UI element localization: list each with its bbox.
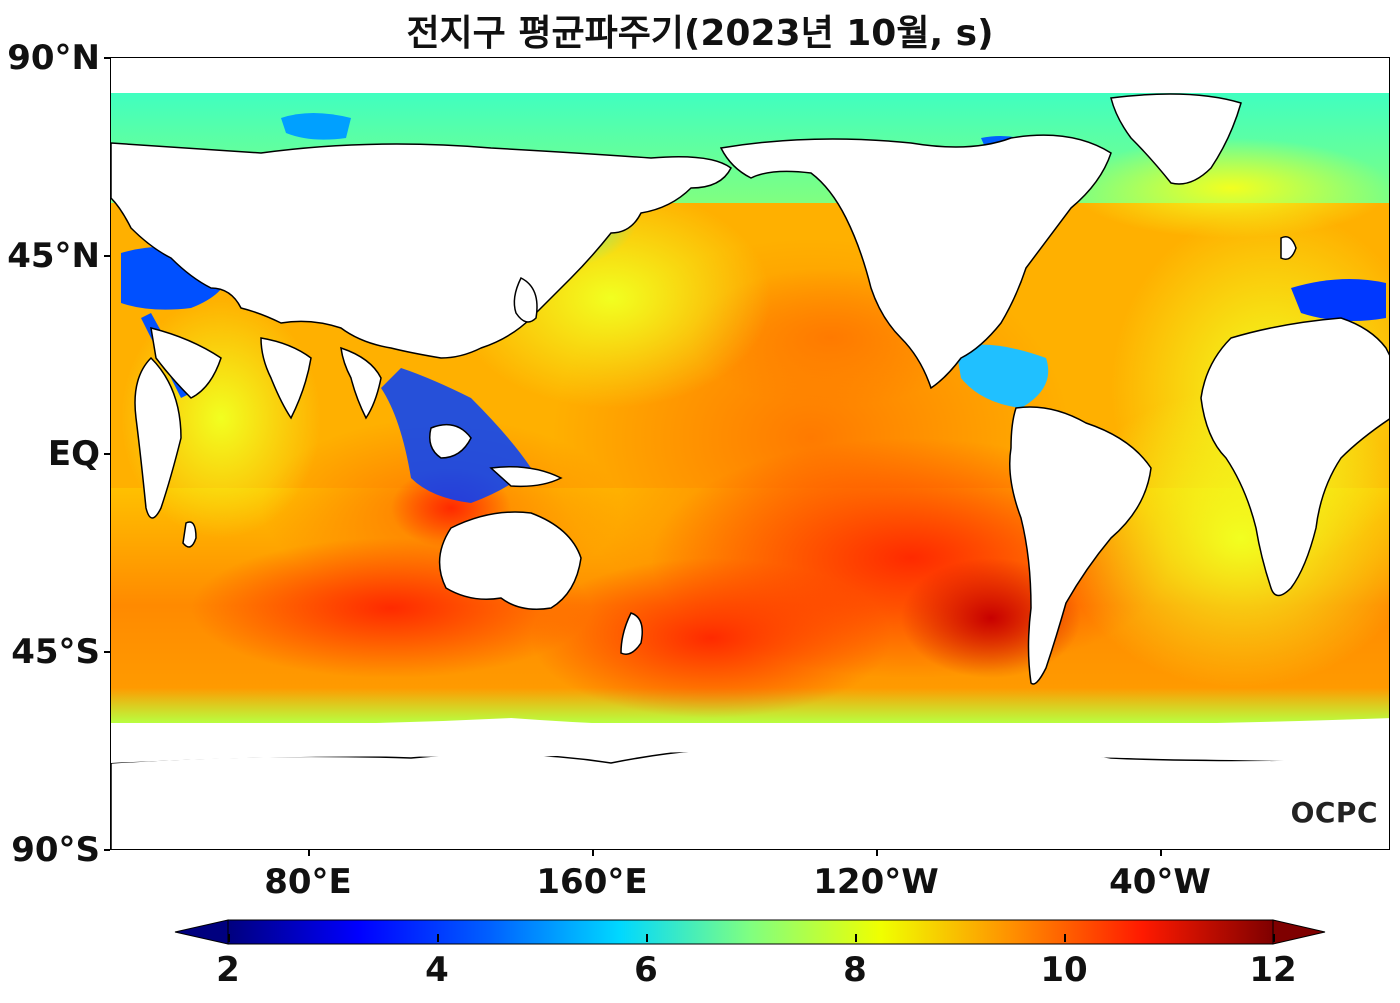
lon-tick: [592, 850, 594, 856]
lat-label-45n: 45°N: [7, 236, 100, 276]
lon-tick: [308, 850, 310, 856]
map-plot-area: [110, 57, 1390, 850]
lat-label-eq: EQ: [47, 434, 100, 474]
lon-tick: [1160, 850, 1162, 856]
colorbar-label-4: 4: [425, 950, 449, 990]
lon-label-80e: 80°E: [264, 862, 352, 902]
colorbar-min-extend: [174, 919, 229, 945]
lat-label-90n: 90°N: [7, 38, 100, 78]
colorbar-tick: [437, 934, 439, 942]
colorbar-label-12: 12: [1249, 950, 1297, 990]
map-title: 전지구 평균파주기(2023년 10월, s): [406, 13, 994, 54]
colorbar-tick: [855, 934, 857, 942]
lat-label-90s: 90°S: [11, 830, 100, 870]
colorbar-label-8: 8: [843, 950, 867, 990]
ocpc-watermark: OCPC: [1290, 796, 1378, 829]
colorbar-tick: [228, 934, 230, 942]
lat-tick: [104, 849, 110, 851]
colorbar-max-extend: [1272, 919, 1326, 945]
colorbar-label-6: 6: [634, 950, 658, 990]
wave-period-map: [111, 58, 1389, 849]
colorbar-tick: [1064, 934, 1066, 942]
land-masses: [111, 93, 1389, 849]
lat-tick: [104, 651, 110, 653]
colorbar-tick: [646, 934, 648, 942]
lat-tick: [104, 453, 110, 455]
lat-tick: [104, 255, 110, 257]
colorbar-label-10: 10: [1040, 950, 1088, 990]
lon-label-120w: 120°W: [813, 862, 939, 902]
colorbar: [174, 919, 1326, 945]
lon-tick: [876, 850, 878, 856]
colorbar-tick: [1273, 934, 1275, 942]
lon-label-160e: 160°E: [536, 862, 648, 902]
colorbar-label-2: 2: [216, 950, 240, 990]
lon-label-40w: 40°W: [1109, 862, 1211, 902]
colorbar-gradient: [227, 919, 1274, 945]
lat-tick: [104, 57, 110, 59]
lat-label-45s: 45°S: [11, 632, 100, 672]
